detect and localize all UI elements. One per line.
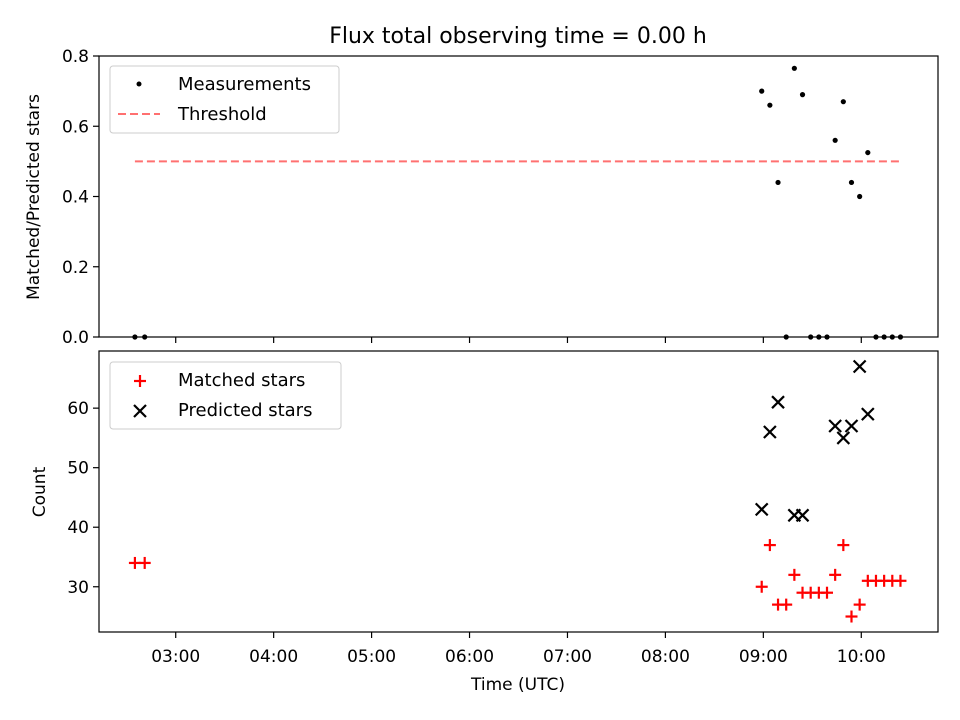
measurement-point — [767, 102, 773, 108]
measurement-point — [759, 88, 765, 94]
bottom-legend-box — [109, 361, 342, 430]
matched-stars-point — [837, 539, 850, 552]
measurement-point — [840, 99, 846, 105]
predicted-stars-point — [795, 508, 810, 523]
x-tick-label: 08:00 — [641, 647, 690, 667]
bottom-plot-marks — [128, 359, 907, 623]
legend-predicted-label: Predicted stars — [178, 400, 312, 421]
matched-stars-point — [894, 574, 907, 587]
bottom-plot-frame — [98, 350, 939, 633]
measurement-point — [142, 334, 148, 340]
x-tick-label: 06:00 — [445, 647, 494, 667]
matched-stars-point — [138, 556, 151, 569]
matched-stars-point — [821, 586, 834, 599]
top-y-axis: 0.0 0.2 0.4 0.6 0.8 — [62, 47, 99, 348]
predicted-stars-point — [844, 419, 859, 433]
predicted-stars-point — [763, 425, 777, 439]
legend-measurements-marker — [136, 81, 142, 87]
x-tick-label: 04:00 — [249, 647, 298, 667]
matched-stars-point — [853, 598, 866, 611]
predicted-stars-point — [861, 407, 875, 421]
x-tick-label: 10:00 — [837, 647, 886, 667]
x-tick-label: 05:00 — [347, 647, 396, 667]
predicted-stars-point — [754, 502, 769, 517]
y-tick-label: 0.0 — [62, 328, 89, 348]
measurement-point — [848, 179, 855, 186]
y-tick-label: 40 — [67, 518, 89, 538]
bottom-y-axis-label: Count — [30, 466, 50, 517]
bottom-x-axis: 03:00 04:00 05:00 06:00 07:00 08:00 09:00 10:00 — [151, 632, 886, 667]
measurement-point — [816, 334, 822, 340]
chart-title: Flux total observing time = 0.00 h — [329, 24, 707, 49]
measurement-point — [881, 334, 887, 340]
measurement-point — [132, 334, 138, 340]
matched-stars-point — [763, 539, 776, 552]
matched-stars-point — [755, 580, 768, 593]
y-tick-label: 0.4 — [62, 188, 89, 208]
y-tick-label: 0.8 — [62, 47, 89, 67]
measurement-point — [873, 334, 879, 340]
x-tick-label: 07:00 — [543, 647, 592, 667]
x-tick-label: 03:00 — [151, 647, 200, 667]
y-tick-label: 60 — [67, 399, 89, 419]
measurement-point — [791, 65, 797, 71]
y-tick-label: 30 — [67, 578, 89, 598]
measurement-point — [889, 334, 895, 340]
legend-predicted-marker — [133, 404, 147, 418]
top-panel: 0.00.20.40.60.8 Matched/Predicted stars … — [24, 47, 939, 348]
measurement-point — [799, 92, 806, 98]
matched-stars-point — [788, 568, 801, 581]
y-tick-label: 0.6 — [62, 117, 89, 137]
measurement-point — [832, 137, 838, 143]
y-tick-label: 0.2 — [62, 258, 89, 278]
top-x-axis — [175, 337, 862, 343]
legend-measurements-label: Measurements — [178, 74, 311, 95]
matched-stars-point — [829, 568, 842, 581]
measurement-point — [775, 179, 781, 186]
x-axis-label: Time (UTC) — [470, 675, 565, 695]
measurement-point — [897, 334, 904, 340]
measurement-point — [824, 334, 830, 340]
predicted-stars-point — [771, 395, 785, 409]
measurement-point — [808, 334, 814, 340]
predicted-stars-point — [852, 359, 867, 374]
top-legend-box — [109, 65, 340, 134]
legend-threshold-label: Threshold — [177, 104, 267, 125]
y-tick-label: 50 — [67, 459, 89, 479]
predicted-stars-point — [828, 419, 842, 433]
legend-matched-label: Matched stars — [178, 370, 305, 391]
matched-stars-point — [845, 610, 858, 623]
measurement-point — [783, 334, 789, 340]
legend-matched-marker — [134, 375, 146, 387]
top-legend: Measurements Threshold — [109, 65, 340, 134]
bottom-y-axis: 30 40 50 60 — [67, 399, 99, 598]
bottom-legend: Matched stars Predicted stars — [109, 361, 342, 430]
top-plot-marks — [132, 65, 904, 340]
predicted-stars-point — [836, 431, 851, 445]
matched-stars-point — [780, 598, 793, 611]
measurement-point — [865, 149, 871, 156]
measurement-point — [857, 193, 863, 200]
top-y-axis-label: Matched/Predicted stars — [24, 94, 44, 300]
x-tick-label: 09:00 — [739, 647, 788, 667]
